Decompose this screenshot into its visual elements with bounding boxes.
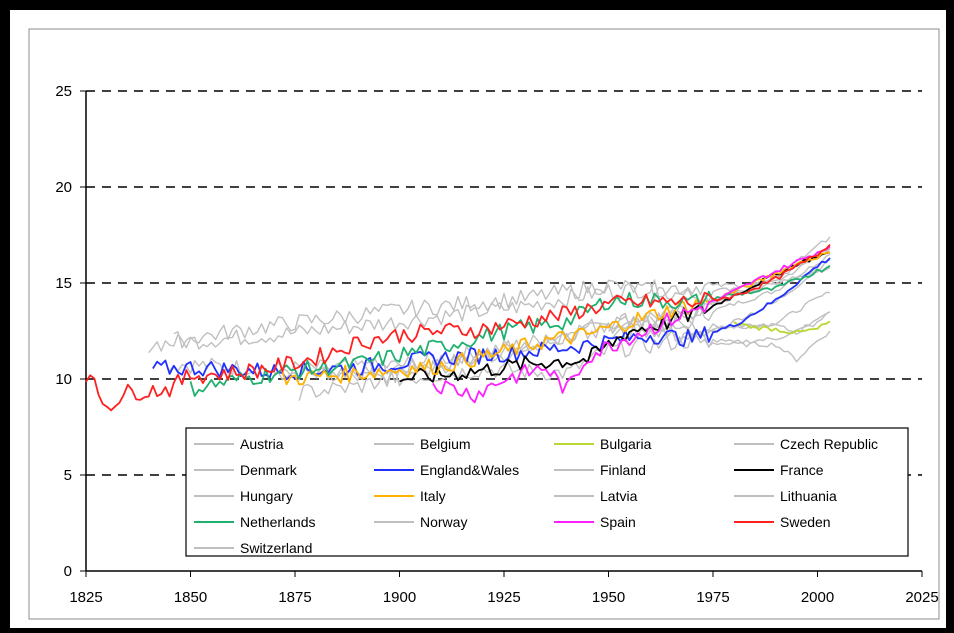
legend-label: France: [780, 462, 824, 478]
series-lines: [85, 236, 831, 412]
legend-label: Bulgaria: [600, 436, 652, 452]
series-line-latvia: [650, 326, 831, 363]
y-tick-label: 0: [64, 563, 72, 580]
series-line-spain: [432, 245, 831, 404]
x-tick-label: 2025: [905, 589, 938, 606]
x-tick-label: 1900: [383, 589, 416, 606]
legend-label: Belgium: [420, 436, 471, 452]
x-tick-label: 2000: [801, 589, 834, 606]
legend-label: Latvia: [600, 488, 638, 504]
x-tick-label: 1875: [278, 589, 311, 606]
legend-label: Lithuania: [780, 488, 837, 504]
series-line-switzerland: [298, 236, 831, 401]
legend: Austria Belgium Bulgaria Czech Republic Denm…: [185, 427, 909, 557]
legend-label: Norway: [420, 514, 467, 530]
x-tick-label: 1825: [69, 589, 102, 606]
gridlines: [86, 90, 922, 476]
legend-box: [185, 427, 909, 557]
legend-label: Switzerland: [240, 540, 312, 556]
legend-label: Austria: [240, 436, 284, 452]
series-line-austria: [273, 253, 831, 381]
y-tick-label: 20: [55, 179, 72, 196]
series-line-bulgaria: [733, 320, 831, 335]
y-tick-label: 15: [55, 275, 72, 292]
series-line-norway: [173, 247, 831, 349]
legend-label: Denmark: [240, 462, 298, 478]
x-tick-label: 1925: [487, 589, 520, 606]
legend-label: Hungary: [240, 488, 293, 504]
x-tick-label: 1975: [696, 589, 729, 606]
plot-border: [28, 28, 940, 620]
legend-label: Netherlands: [240, 514, 316, 530]
series-line-lithuania: [649, 311, 831, 335]
series-line-france: [399, 251, 831, 383]
y-tick-label: 25: [55, 83, 72, 100]
legend-label: Finland: [600, 462, 646, 478]
legend-label: England&Wales: [420, 462, 519, 478]
y-tick-label: 10: [55, 371, 72, 388]
y-tick-label: 5: [64, 467, 72, 484]
legend-label: Sweden: [780, 514, 831, 530]
x-tick-label: 1950: [592, 589, 625, 606]
x-tick-label: 1850: [174, 589, 207, 606]
legend-label: Czech Republic: [780, 436, 878, 452]
series-line-sweden: [85, 243, 831, 412]
chart-area: 0 5 10 15 20 25 1825 1850 1875 1900 1925 1950 1975 20…: [10, 10, 946, 628]
series-line-england-wales: [152, 257, 831, 381]
legend-label: Spain: [600, 514, 636, 530]
legend-label: Italy: [420, 488, 446, 504]
